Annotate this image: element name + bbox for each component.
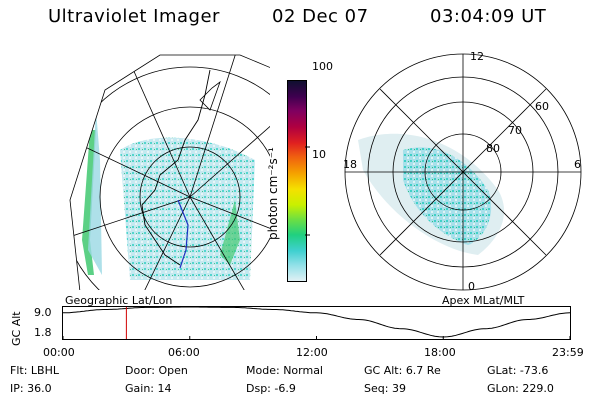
info-ip: IP: 36.0 bbox=[10, 382, 52, 395]
geographic-map-panel bbox=[69, 54, 270, 290]
mlat-label-70: 70 bbox=[508, 124, 522, 137]
colorbar bbox=[287, 80, 307, 282]
info-flt: Flt: LBHL bbox=[10, 364, 59, 377]
apex-panel-label: Apex MLat/MLT bbox=[442, 294, 525, 307]
info-glat: GLat: -73.6 bbox=[487, 364, 549, 377]
info-gc-alt: GC Alt: 6.7 Re bbox=[364, 364, 441, 377]
mlat-label-60: 60 bbox=[535, 100, 549, 113]
alt-xtick-4: 23:59 bbox=[552, 346, 584, 359]
info-gain: Gain: 14 bbox=[125, 382, 172, 395]
altitude-chart-frame bbox=[62, 306, 571, 340]
colorbar-unit-label: photon cm⁻²s⁻¹ bbox=[266, 147, 280, 240]
colorbar-tick-100: 100 bbox=[312, 60, 333, 73]
limb-glow bbox=[82, 130, 96, 275]
mlt-spokes bbox=[345, 54, 581, 290]
map-edge bbox=[69, 54, 270, 290]
geographic-panel-label: Geographic Lat/Lon bbox=[65, 294, 173, 307]
aurora-emission-area bbox=[120, 137, 255, 280]
info-mode: Mode: Normal bbox=[246, 364, 323, 377]
info-dsp: Dsp: -6.9 bbox=[246, 382, 296, 395]
altitude-chart bbox=[62, 306, 571, 340]
alt-xtick-marks bbox=[62, 336, 571, 340]
mlt-label-18: 18 bbox=[343, 158, 357, 171]
date-label: 02 Dec 07 bbox=[272, 6, 369, 27]
altitude-curve bbox=[63, 306, 571, 338]
alt-ytick-1_8: 1.8 bbox=[34, 326, 52, 339]
mlt-label-12: 12 bbox=[470, 50, 484, 63]
mlt-label-6: 6 bbox=[574, 158, 581, 171]
apex-aurora-area bbox=[403, 147, 492, 245]
alt-xtick-1: 06:00 bbox=[168, 346, 200, 359]
info-glon: GLon: 229.0 bbox=[487, 382, 554, 395]
info-door: Door: Open bbox=[125, 364, 188, 377]
mlat-label-80: 80 bbox=[486, 142, 500, 155]
colorbar-ticks bbox=[305, 146, 310, 236]
colorbar-tick-10: 10 bbox=[312, 148, 326, 161]
alt-xtick-2: 12:00 bbox=[296, 346, 328, 359]
latitude-circles bbox=[70, 55, 270, 290]
alt-xtick-0: 00:00 bbox=[43, 346, 75, 359]
terminator-line bbox=[177, 199, 189, 269]
coastline-outline bbox=[141, 69, 211, 266]
alt-xtick-3: 18:00 bbox=[424, 346, 456, 359]
alt-ytick-9: 9.0 bbox=[34, 306, 52, 319]
info-seq: Seq: 39 bbox=[364, 382, 406, 395]
instrument-title: Ultraviolet Imager bbox=[48, 6, 220, 27]
apex-polar-panel: 12 18 6 0 60 70 80 bbox=[343, 50, 582, 293]
mlt-label-0: 0 bbox=[468, 280, 475, 293]
alt-ylabel: GC Alt bbox=[10, 311, 23, 346]
time-label: 03:04:09 UT bbox=[430, 6, 547, 27]
